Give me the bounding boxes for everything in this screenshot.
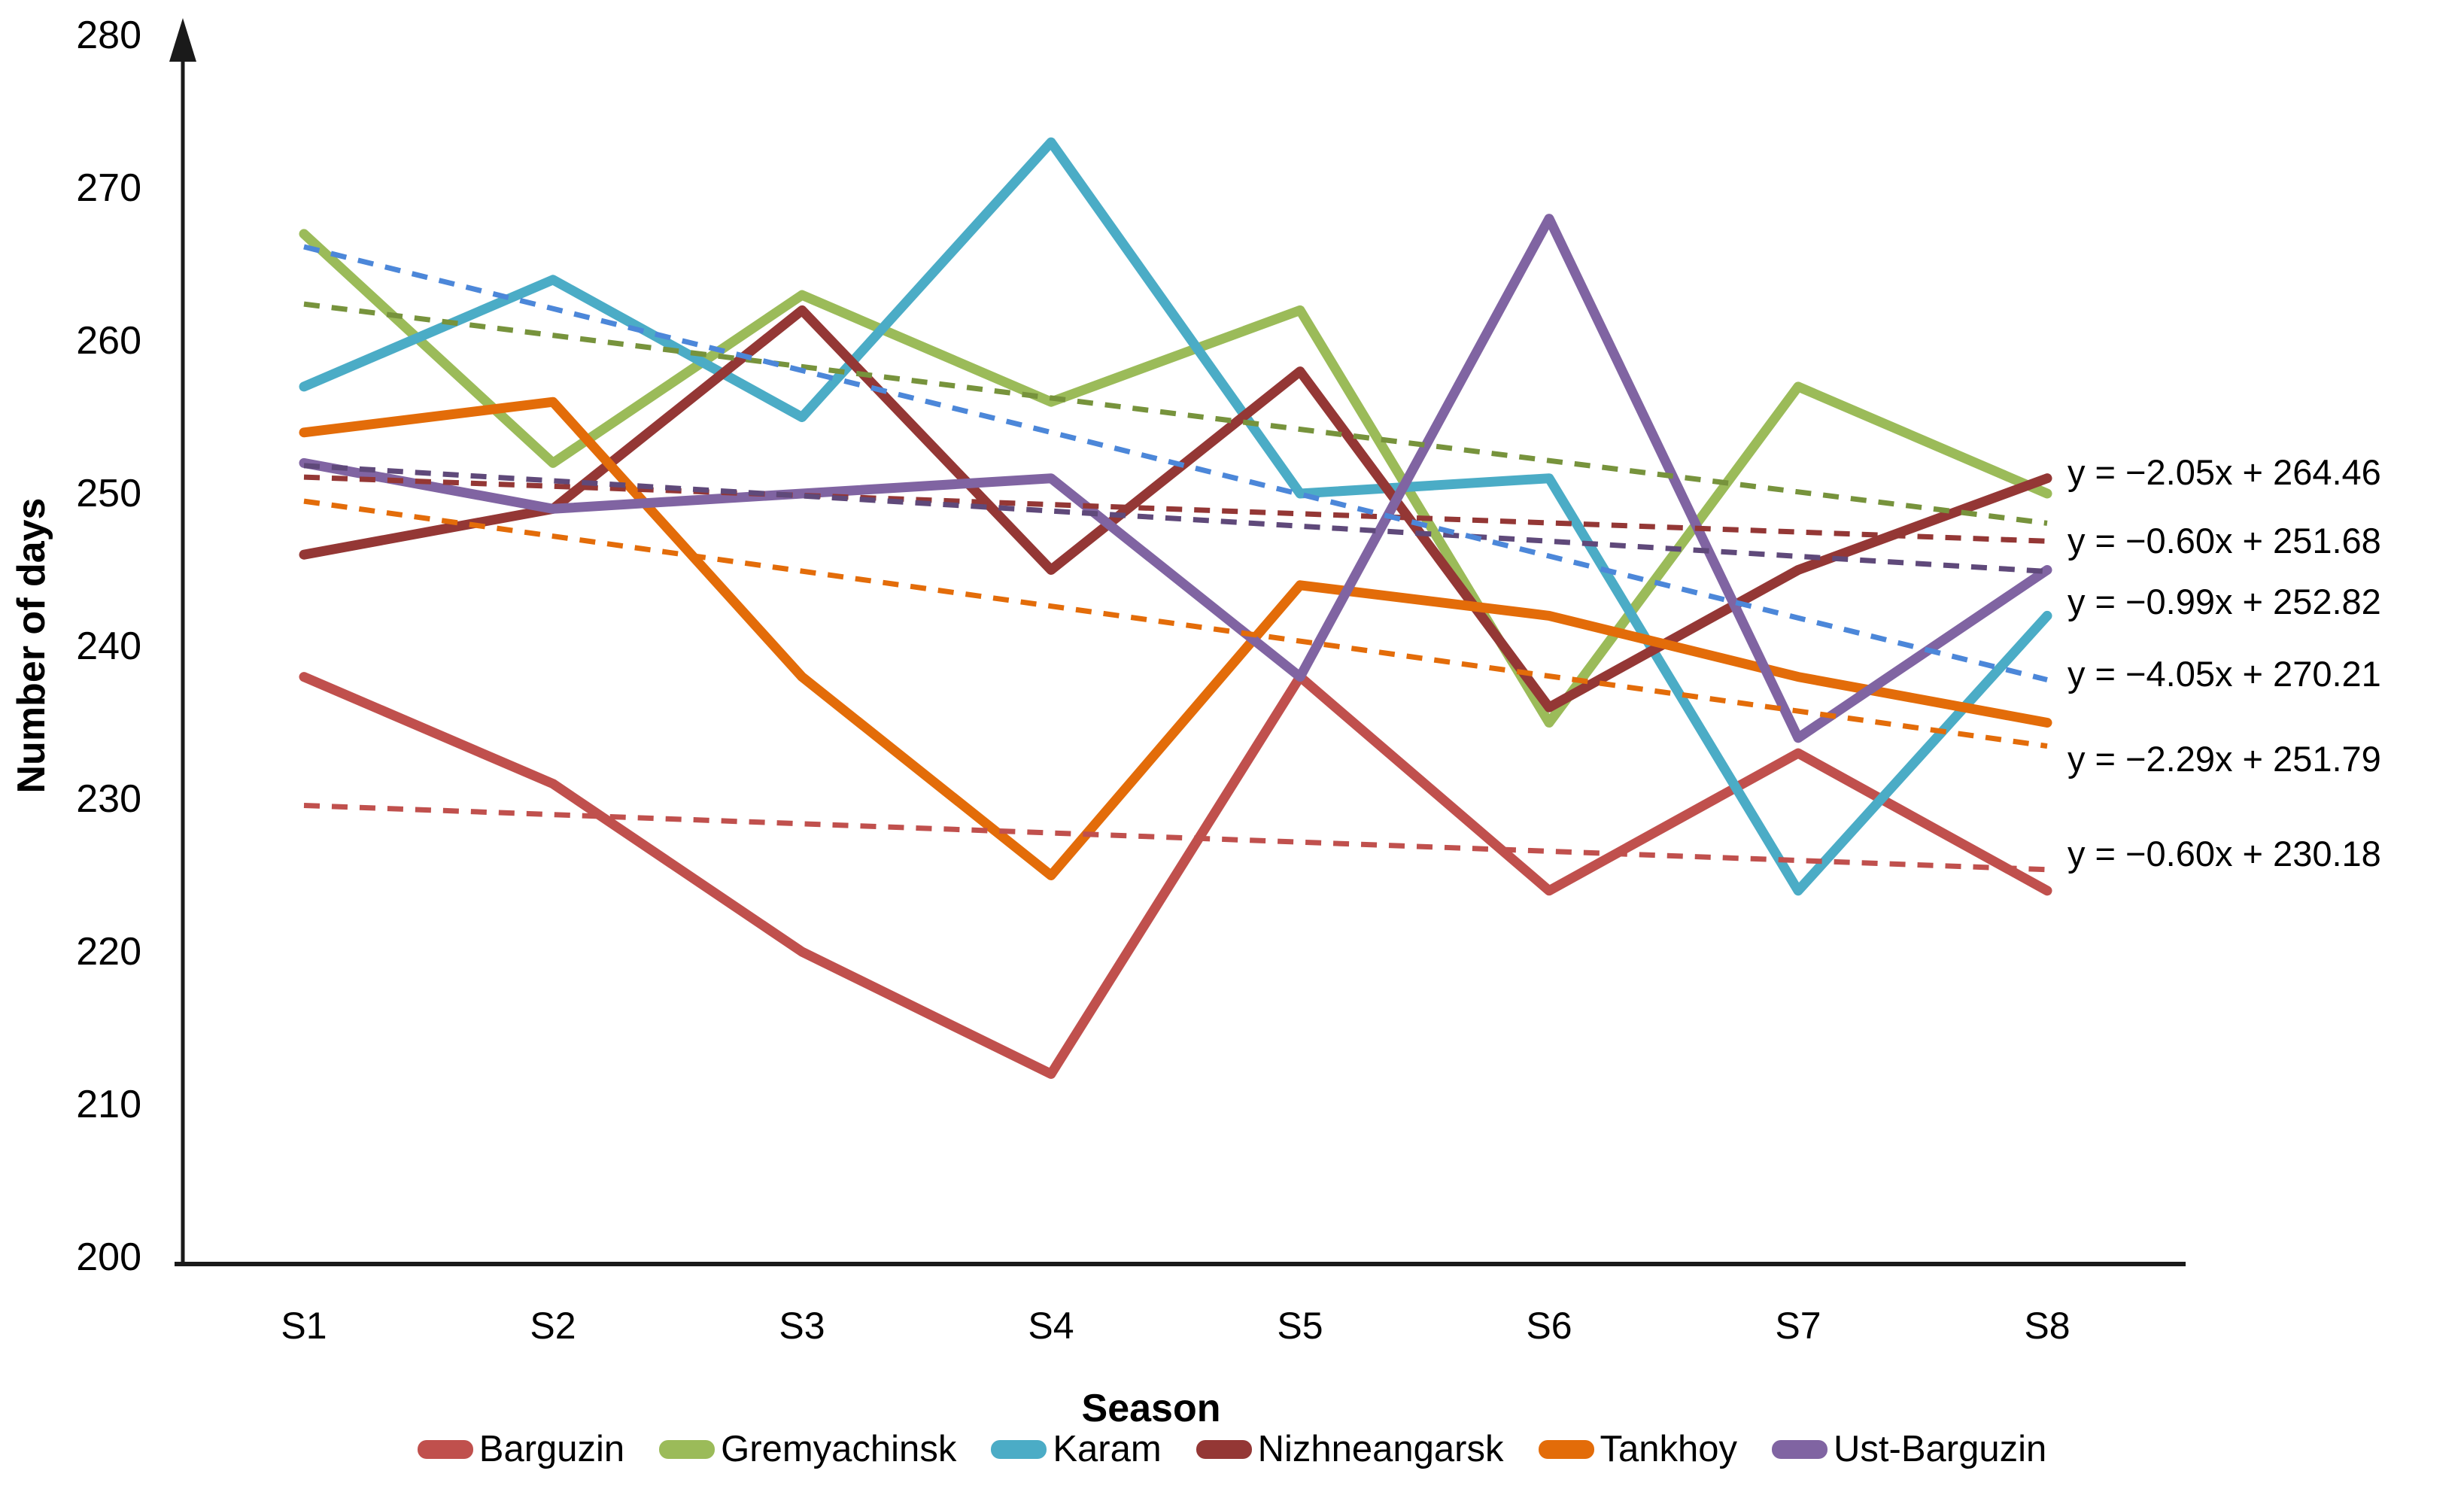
trendline-barguzin bbox=[303, 803, 2048, 873]
legend-label-ust-barguzin: Ust-Barguzin bbox=[1834, 1429, 2047, 1469]
series-line-barguzin bbox=[299, 672, 2052, 1079]
trend-equation-nizhneangarsk: y = −0.60x + 251.68 bbox=[2068, 521, 2381, 561]
series-line-tankhoy bbox=[299, 397, 2052, 880]
legend-label-karam: Karam bbox=[1053, 1429, 1162, 1469]
trendline-ust-barguzin bbox=[303, 463, 2048, 574]
legend-item-barguzin: Barguzin bbox=[417, 1428, 625, 1470]
trend-equation-tankhoy: y = −2.29x + 251.79 bbox=[2068, 739, 2381, 779]
trend-equation-barguzin: y = −0.60x + 230.18 bbox=[2068, 834, 2381, 874]
legend-label-gremyachinsk: Gremyachinsk bbox=[721, 1429, 957, 1469]
trend-equation-karam: y = −4.05x + 270.21 bbox=[2068, 654, 2381, 694]
y-tick-label-260: 260 bbox=[76, 319, 141, 363]
y-tick-label-240: 240 bbox=[76, 624, 141, 668]
series-line-nizhneangarsk bbox=[299, 305, 2052, 713]
legend-swatch-icon-nizhneangarsk bbox=[1196, 1439, 1252, 1459]
legend-swatch-icon-tankhoy bbox=[1538, 1439, 1594, 1459]
legend-item-karam: Karam bbox=[991, 1428, 1162, 1470]
y-tick-label-230: 230 bbox=[76, 777, 141, 821]
series-line-ust-barguzin bbox=[299, 214, 2052, 743]
y-tick-label-280: 280 bbox=[76, 14, 141, 57]
y-tick-label-200: 200 bbox=[76, 1235, 141, 1279]
x-tick-label-S7: S7 bbox=[1775, 1305, 1821, 1347]
legend-item-nizhneangarsk: Nizhneangarsk bbox=[1196, 1428, 1504, 1470]
series-line-karam bbox=[299, 137, 2052, 896]
trend-equation-ust-barguzin: y = −0.99x + 252.82 bbox=[2068, 582, 2381, 621]
series-line-gremyachinsk bbox=[299, 229, 2052, 728]
trend-equation-gremyachinsk: y = −2.05x + 264.46 bbox=[2068, 452, 2381, 492]
y-axis-arrowhead-icon bbox=[169, 18, 196, 62]
legend-item-tankhoy: Tankhoy bbox=[1538, 1428, 1738, 1470]
legend-swatch-icon-karam bbox=[991, 1439, 1047, 1459]
legend-label-barguzin: Barguzin bbox=[479, 1429, 625, 1469]
legend-item-ust-barguzin: Ust-Barguzin bbox=[1772, 1428, 2046, 1470]
x-axis-title: Season bbox=[1081, 1387, 1221, 1430]
y-axis-title: Number of days bbox=[10, 497, 53, 794]
x-tick-label-S8: S8 bbox=[2024, 1305, 2070, 1347]
y-tick-label-220: 220 bbox=[76, 930, 141, 974]
legend-swatch-icon-gremyachinsk bbox=[659, 1439, 716, 1459]
x-tick-label-S2: S2 bbox=[530, 1305, 576, 1347]
x-tick-label-S1: S1 bbox=[281, 1305, 327, 1347]
trendline-karam bbox=[303, 244, 2048, 682]
legend-swatch-icon-ust-barguzin bbox=[1772, 1439, 1828, 1459]
trendline-gremyachinsk bbox=[303, 301, 2048, 526]
trendline-nizhneangarsk bbox=[303, 474, 2048, 544]
x-tick-label-S3: S3 bbox=[779, 1305, 825, 1347]
chart-legend: Barguzin Gremyachinsk Karam Nizhneangarsk Ta… bbox=[0, 1428, 2464, 1470]
legend-item-gremyachinsk: Gremyachinsk bbox=[659, 1428, 956, 1470]
x-tick-label-S4: S4 bbox=[1028, 1305, 1074, 1347]
x-tick-label-S6: S6 bbox=[1526, 1305, 1572, 1347]
trendline-tankhoy bbox=[303, 498, 2048, 749]
y-tick-label-210: 210 bbox=[76, 1083, 141, 1126]
x-tick-label-S5: S5 bbox=[1277, 1305, 1323, 1347]
legend-label-nizhneangarsk: Nizhneangarsk bbox=[1257, 1429, 1504, 1469]
legend-label-tankhoy: Tankhoy bbox=[1600, 1429, 1738, 1469]
y-tick-label-270: 270 bbox=[76, 166, 141, 210]
y-tick-label-250: 250 bbox=[76, 472, 141, 515]
legend-swatch-icon-barguzin bbox=[417, 1439, 473, 1459]
